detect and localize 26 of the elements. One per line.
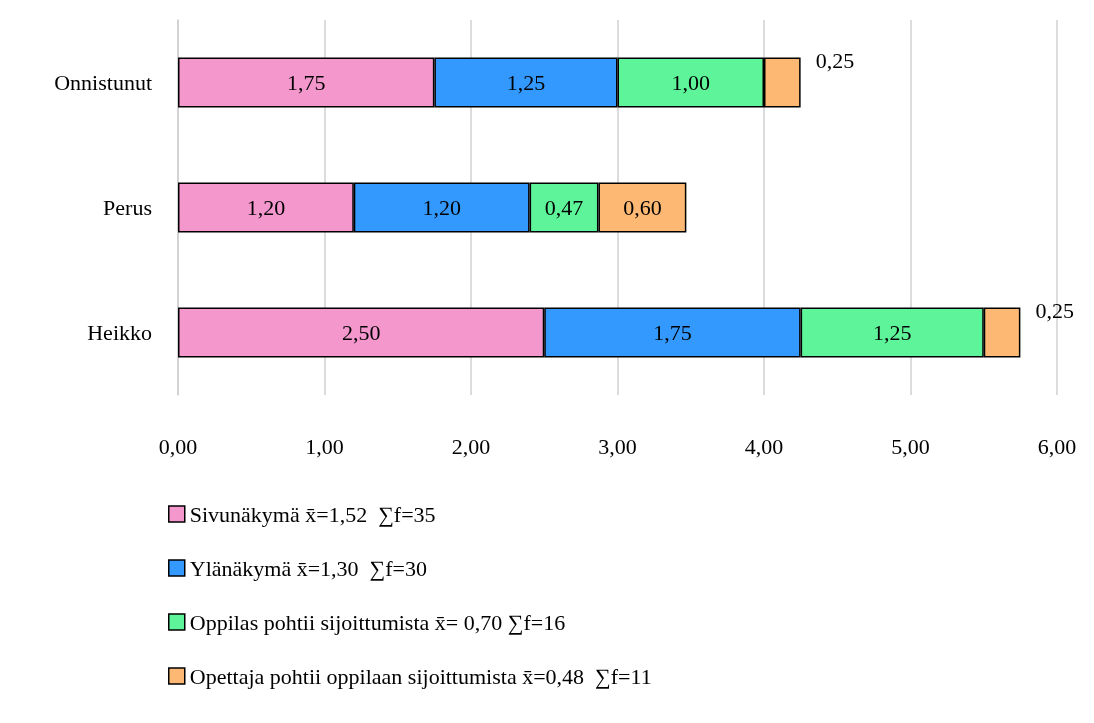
data-label: 1,25 (506, 70, 546, 95)
data-label: 2,50 (341, 320, 381, 345)
y-tick-label: Heikko (87, 320, 152, 345)
data-label: 0,60 (623, 195, 662, 220)
y-tick-label: Perus (103, 195, 152, 220)
legend-label: Oppilas pohtii sijoittumista x̄= 0,70 ∑f=16 (189, 609, 566, 635)
data-label: 0,25 (815, 48, 855, 73)
x-tick-label: 1,00 (305, 433, 344, 459)
data-label: 1,75 (653, 320, 692, 345)
x-tick-label: 2,00 (451, 433, 491, 459)
legend-label: Ylänäkymä x̄=1,30 ∑f=30 (189, 555, 427, 581)
data-label: 1,75 (286, 70, 326, 95)
x-tick-label: 0,00 (158, 433, 198, 459)
data-label: 1,20 (246, 195, 286, 220)
data-label: 1,25 (872, 320, 912, 345)
y-tick-label: Onnistunut (54, 70, 152, 95)
x-tick-label: 3,00 (598, 433, 637, 459)
data-label: 1,00 (671, 70, 710, 95)
x-tick-label: 5,00 (891, 433, 930, 459)
data-label: 0,47 (544, 195, 584, 220)
legend-label: Opettaja pohtii oppilaan sijoittumista x̄=0,48 ∑f=11 (189, 663, 652, 689)
x-tick-label: 4,00 (744, 433, 784, 459)
legend-label: Sivunäkymä x̄=1,52 ∑f=35 (189, 501, 436, 527)
data-label: 1,20 (422, 195, 461, 220)
x-tick-label: 6,00 (1037, 433, 1077, 459)
data-label: 0,25 (1035, 298, 1074, 323)
